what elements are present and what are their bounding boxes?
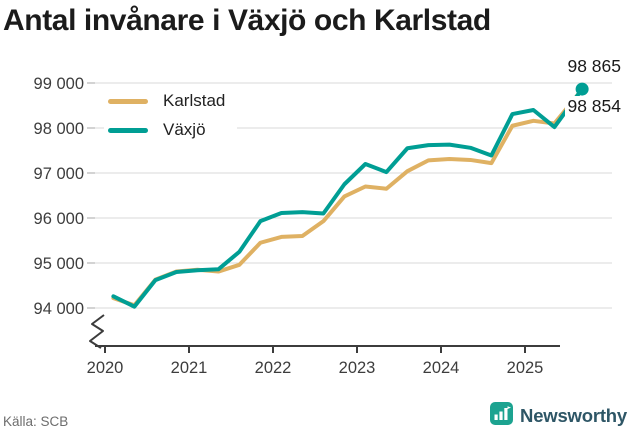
y-tick-label: 96 000 [34,210,84,228]
y-tick-label: 97 000 [34,165,84,183]
axis-break-icon [89,314,105,349]
chart-title: Antal invånare i Växjö och Karlstad [3,4,491,37]
y-tick-label: 95 000 [34,255,84,273]
vaxjo-line [111,87,585,309]
latest-point-dot [575,82,589,96]
end-value-label-vaxjo: 98 865 [565,56,623,77]
x-tick-label: 2025 [507,359,544,377]
legend-item-karlstad: Karlstad [108,91,225,111]
legend-label-karlstad: Karlstad [163,91,226,110]
legend-label-vaxjo: Växjö [163,120,206,139]
x-tick-label: 2020 [87,359,124,377]
y-tick-label: 99 000 [34,75,84,93]
x-tick-label: 2022 [255,359,292,377]
source-note: Källa: SCB [3,414,69,429]
legend-item-vaxjo: Växjö [108,120,225,140]
chart-legend: Karlstad Växjö [104,88,238,143]
y-tick-label: 94 000 [34,300,84,318]
end-value-label-karlstad: 98 854 [565,96,623,117]
newsworthy-wordmark: Newsworthy [520,405,627,426]
x-tick-label: 2023 [339,359,376,377]
newsworthy-logo: Newsworthy [490,402,627,430]
karlstad-line-swatch [108,98,148,104]
y-tick-label: 98 000 [34,120,84,138]
x-tick-label: 2024 [423,359,460,377]
vaxjo-line-swatch [108,127,148,133]
newsworthy-icon [490,402,514,430]
x-tick-label: 2021 [171,359,208,377]
